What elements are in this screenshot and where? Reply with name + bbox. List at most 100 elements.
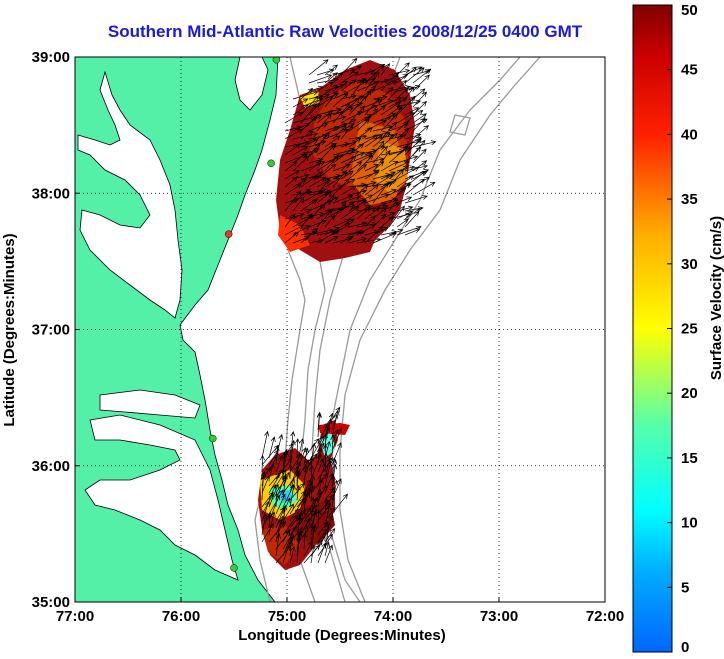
velocity-arrow	[372, 232, 397, 244]
colorbar-tick-label: 40	[681, 126, 698, 143]
velocity-arrow	[303, 453, 318, 473]
velocity-arrow	[324, 418, 333, 445]
velocity-arrow	[332, 141, 350, 148]
velocity-arrow	[287, 463, 293, 480]
velocity-arrow	[284, 111, 304, 124]
colorbar-tick-label: 25	[681, 321, 698, 338]
velocity-arrow	[396, 205, 414, 212]
velocity-arrow	[308, 123, 329, 132]
velocity-arrow	[281, 451, 287, 480]
velocity-arrow	[364, 164, 380, 172]
velocity-arrow	[310, 474, 316, 501]
velocity-arrow	[396, 120, 410, 132]
velocity-arrow	[261, 513, 268, 536]
velocity-arrow	[348, 204, 371, 220]
velocity-arrow	[316, 68, 335, 76]
velocity-arrow	[348, 65, 362, 76]
velocity-arrow	[404, 146, 422, 164]
velocity-arrow	[324, 154, 340, 172]
velocity-arrow	[331, 479, 339, 508]
velocity-arrow	[364, 193, 390, 204]
velocity-arrow	[316, 229, 336, 236]
velocity-arrow	[332, 203, 356, 212]
velocity-arrow	[388, 187, 407, 204]
velocity-arrow	[284, 169, 301, 180]
colorbar-tick-label: 20	[681, 385, 698, 402]
velocity-arrow	[331, 409, 340, 438]
velocity-arrow	[317, 458, 324, 473]
velocity-arrow	[412, 91, 428, 108]
velocity-arrow	[308, 93, 330, 108]
velocity-arrow	[303, 438, 320, 459]
velocity-arrow	[412, 88, 426, 100]
velocity-arrow	[289, 545, 296, 564]
velocity-arrow	[364, 169, 380, 180]
velocity-arrow	[316, 446, 322, 466]
velocity-arrow	[282, 528, 290, 543]
velocity-arrow	[332, 163, 351, 172]
velocity-arrow	[404, 107, 420, 116]
velocity-arrow	[404, 133, 422, 140]
velocity-arrow	[404, 66, 423, 76]
velocity-arrow	[404, 210, 420, 228]
velocity-arrow	[356, 170, 380, 180]
velocity-arrow	[348, 221, 368, 228]
velocity-arrow	[300, 87, 314, 100]
velocity-arrow	[288, 540, 294, 557]
velocity-arrow	[300, 227, 319, 244]
velocity-arrow	[332, 178, 350, 196]
velocity-arrow	[275, 455, 283, 473]
velocity-arrow	[292, 225, 311, 236]
velocity-arrow	[388, 79, 407, 100]
velocity-arrow	[388, 133, 407, 148]
plot-area	[74, 56, 606, 603]
velocity-arrow	[303, 488, 309, 515]
velocity-arrow	[308, 455, 315, 473]
colorbar-tick-label: 5	[681, 579, 689, 596]
velocity-arrow	[332, 103, 351, 124]
colorbar-tick-label: 30	[681, 256, 698, 273]
velocity-arrow	[310, 511, 317, 536]
velocity-arrow	[261, 522, 274, 543]
colorbar-tick-label: 45	[681, 62, 698, 79]
velocity-arrow	[294, 438, 301, 459]
station-marker	[267, 159, 275, 168]
colorbar-tick-label: 50	[681, 2, 698, 19]
velocity-arrow	[380, 149, 391, 164]
velocity-arrow	[332, 93, 349, 108]
velocity-arrow	[412, 113, 427, 124]
velocity-arrow	[372, 145, 388, 164]
velocity-arrow	[303, 464, 309, 487]
velocity-arrow	[348, 199, 368, 212]
velocity-arrow	[332, 147, 355, 164]
velocity-arrow	[396, 196, 413, 204]
velocity-arrow	[348, 236, 368, 244]
velocity-arrow	[330, 434, 336, 459]
velocity-arrow	[323, 497, 329, 515]
velocity-arrow	[289, 477, 296, 494]
y-tick-label: 38:00	[32, 185, 70, 202]
velocity-arrow	[396, 87, 409, 100]
hfr-stations	[209, 57, 281, 572]
velocity-arrow	[412, 148, 427, 164]
colorbar-label: Surface Velocity (cm/s)	[708, 216, 724, 380]
velocity-arrow	[324, 227, 341, 236]
velocity-arrow	[289, 483, 296, 508]
station-marker	[230, 564, 238, 572]
x-axis-label: Longitude (Degrees:Minutes)	[238, 627, 446, 644]
velocity-arrow	[282, 514, 298, 536]
velocity-arrow	[380, 230, 398, 236]
velocity-arrow	[317, 423, 328, 445]
velocity-arrow	[317, 535, 326, 550]
colorbar-tick-label: 10	[681, 515, 698, 532]
velocity-arrow	[412, 125, 429, 140]
velocity-arrow	[292, 146, 309, 156]
velocity-arrow	[412, 117, 426, 132]
velocity-arrow	[380, 188, 397, 196]
velocity-arrow	[324, 541, 330, 557]
x-axis-ticks: 77:00 76:00 75:00 74:00 73:00 72:00	[56, 597, 624, 625]
velocity-arrow	[396, 218, 410, 228]
x-tick-label: 75:00	[268, 608, 306, 625]
velocity-arrow	[348, 143, 365, 156]
